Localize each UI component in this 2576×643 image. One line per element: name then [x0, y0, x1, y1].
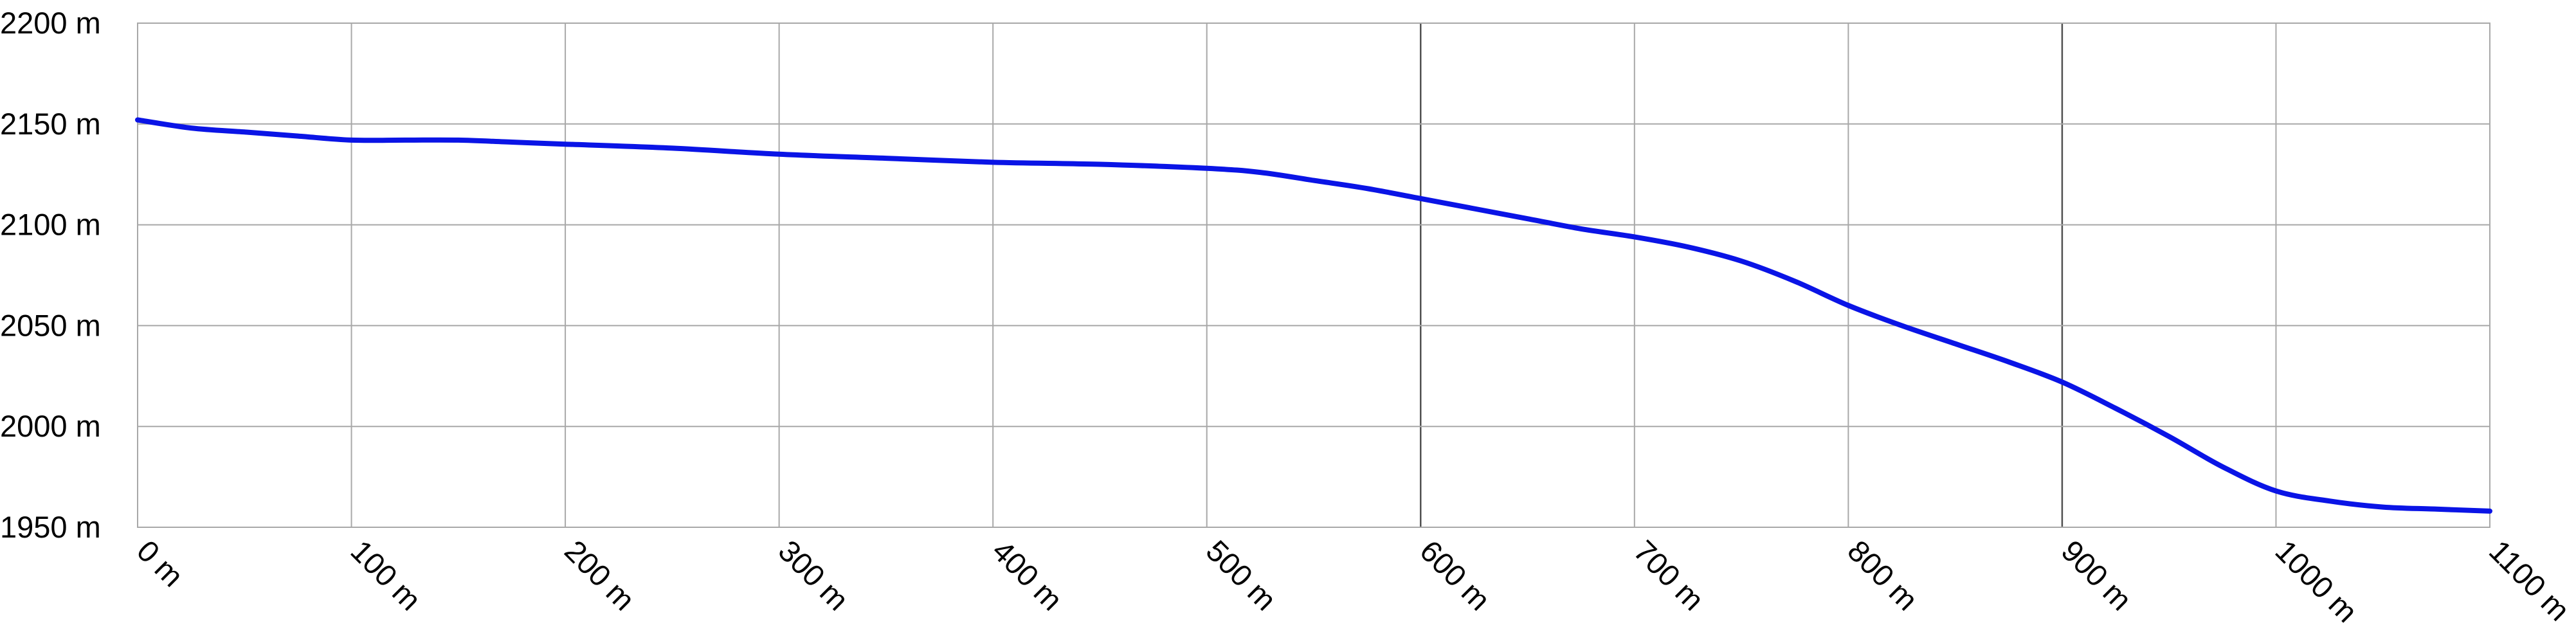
x-tick-label: 1100 m — [2483, 534, 2576, 628]
x-tick-label: 500 m — [1200, 534, 1283, 617]
y-tick-label: 2200 m — [0, 6, 101, 40]
series-layer — [135, 117, 2492, 514]
x-tick-label: 600 m — [1413, 534, 1497, 617]
x-tick-label: 100 m — [344, 534, 428, 617]
plot-area-frame — [137, 23, 2490, 528]
x-axis-tick-labels: 0 m 100 m 200 m 300 m 400 m 500 m 600 m 700 m 80… — [131, 534, 2576, 629]
x-tick-label: 700 m — [1628, 534, 1711, 617]
y-tick-label: 2100 m — [0, 208, 101, 242]
y-tick-label: 2050 m — [0, 308, 101, 342]
elevation-series-line — [135, 117, 2492, 514]
x-tick-label: 1000 m — [2269, 534, 2364, 629]
x-tick-label: 900 m — [2055, 534, 2139, 617]
x-tick-label: 0 m — [131, 534, 190, 593]
grid — [137, 23, 2490, 528]
x-tick-label: 400 m — [986, 534, 1069, 617]
x-tick-label: 300 m — [772, 534, 856, 617]
y-tick-label: 1950 m — [0, 510, 101, 544]
y-tick-label: 2000 m — [0, 409, 101, 443]
x-tick-label: 200 m — [558, 534, 642, 617]
y-tick-label: 2150 m — [0, 107, 101, 141]
x-tick-label: 800 m — [1841, 534, 1925, 617]
y-axis-tick-labels: 1950 m 2000 m 2050 m 2100 m 2150 m 2200 m — [0, 6, 101, 544]
